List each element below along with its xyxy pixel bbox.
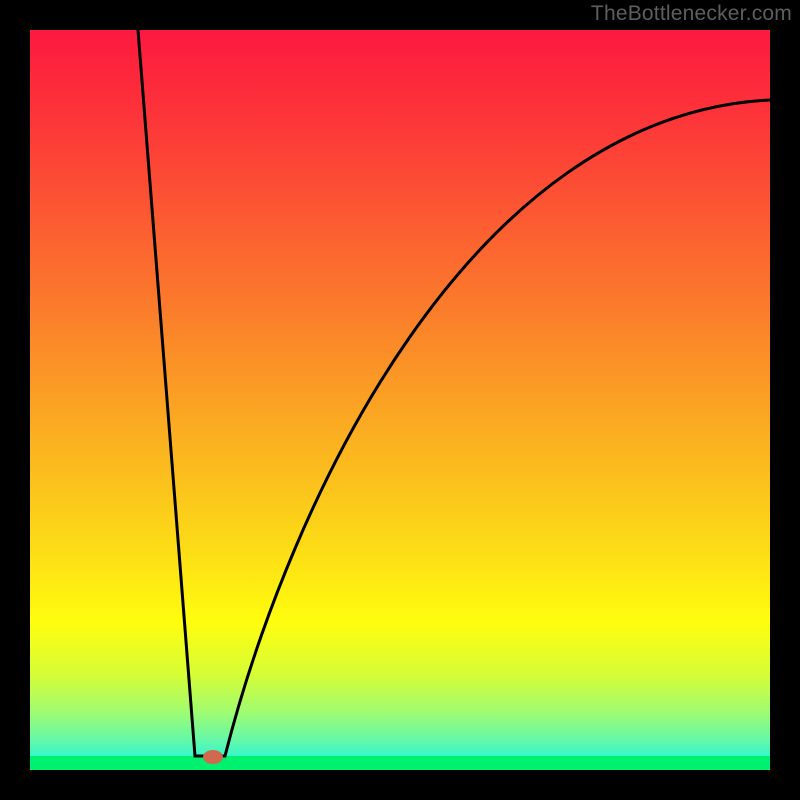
chart-stage: TheBottlenecker.com: [0, 0, 800, 800]
optimal-point-marker: [203, 750, 223, 764]
bottom-bar: [30, 756, 770, 770]
watermark: TheBottlenecker.com: [591, 2, 792, 26]
chart-svg: [0, 0, 800, 800]
gradient-plot-area: [30, 30, 770, 770]
